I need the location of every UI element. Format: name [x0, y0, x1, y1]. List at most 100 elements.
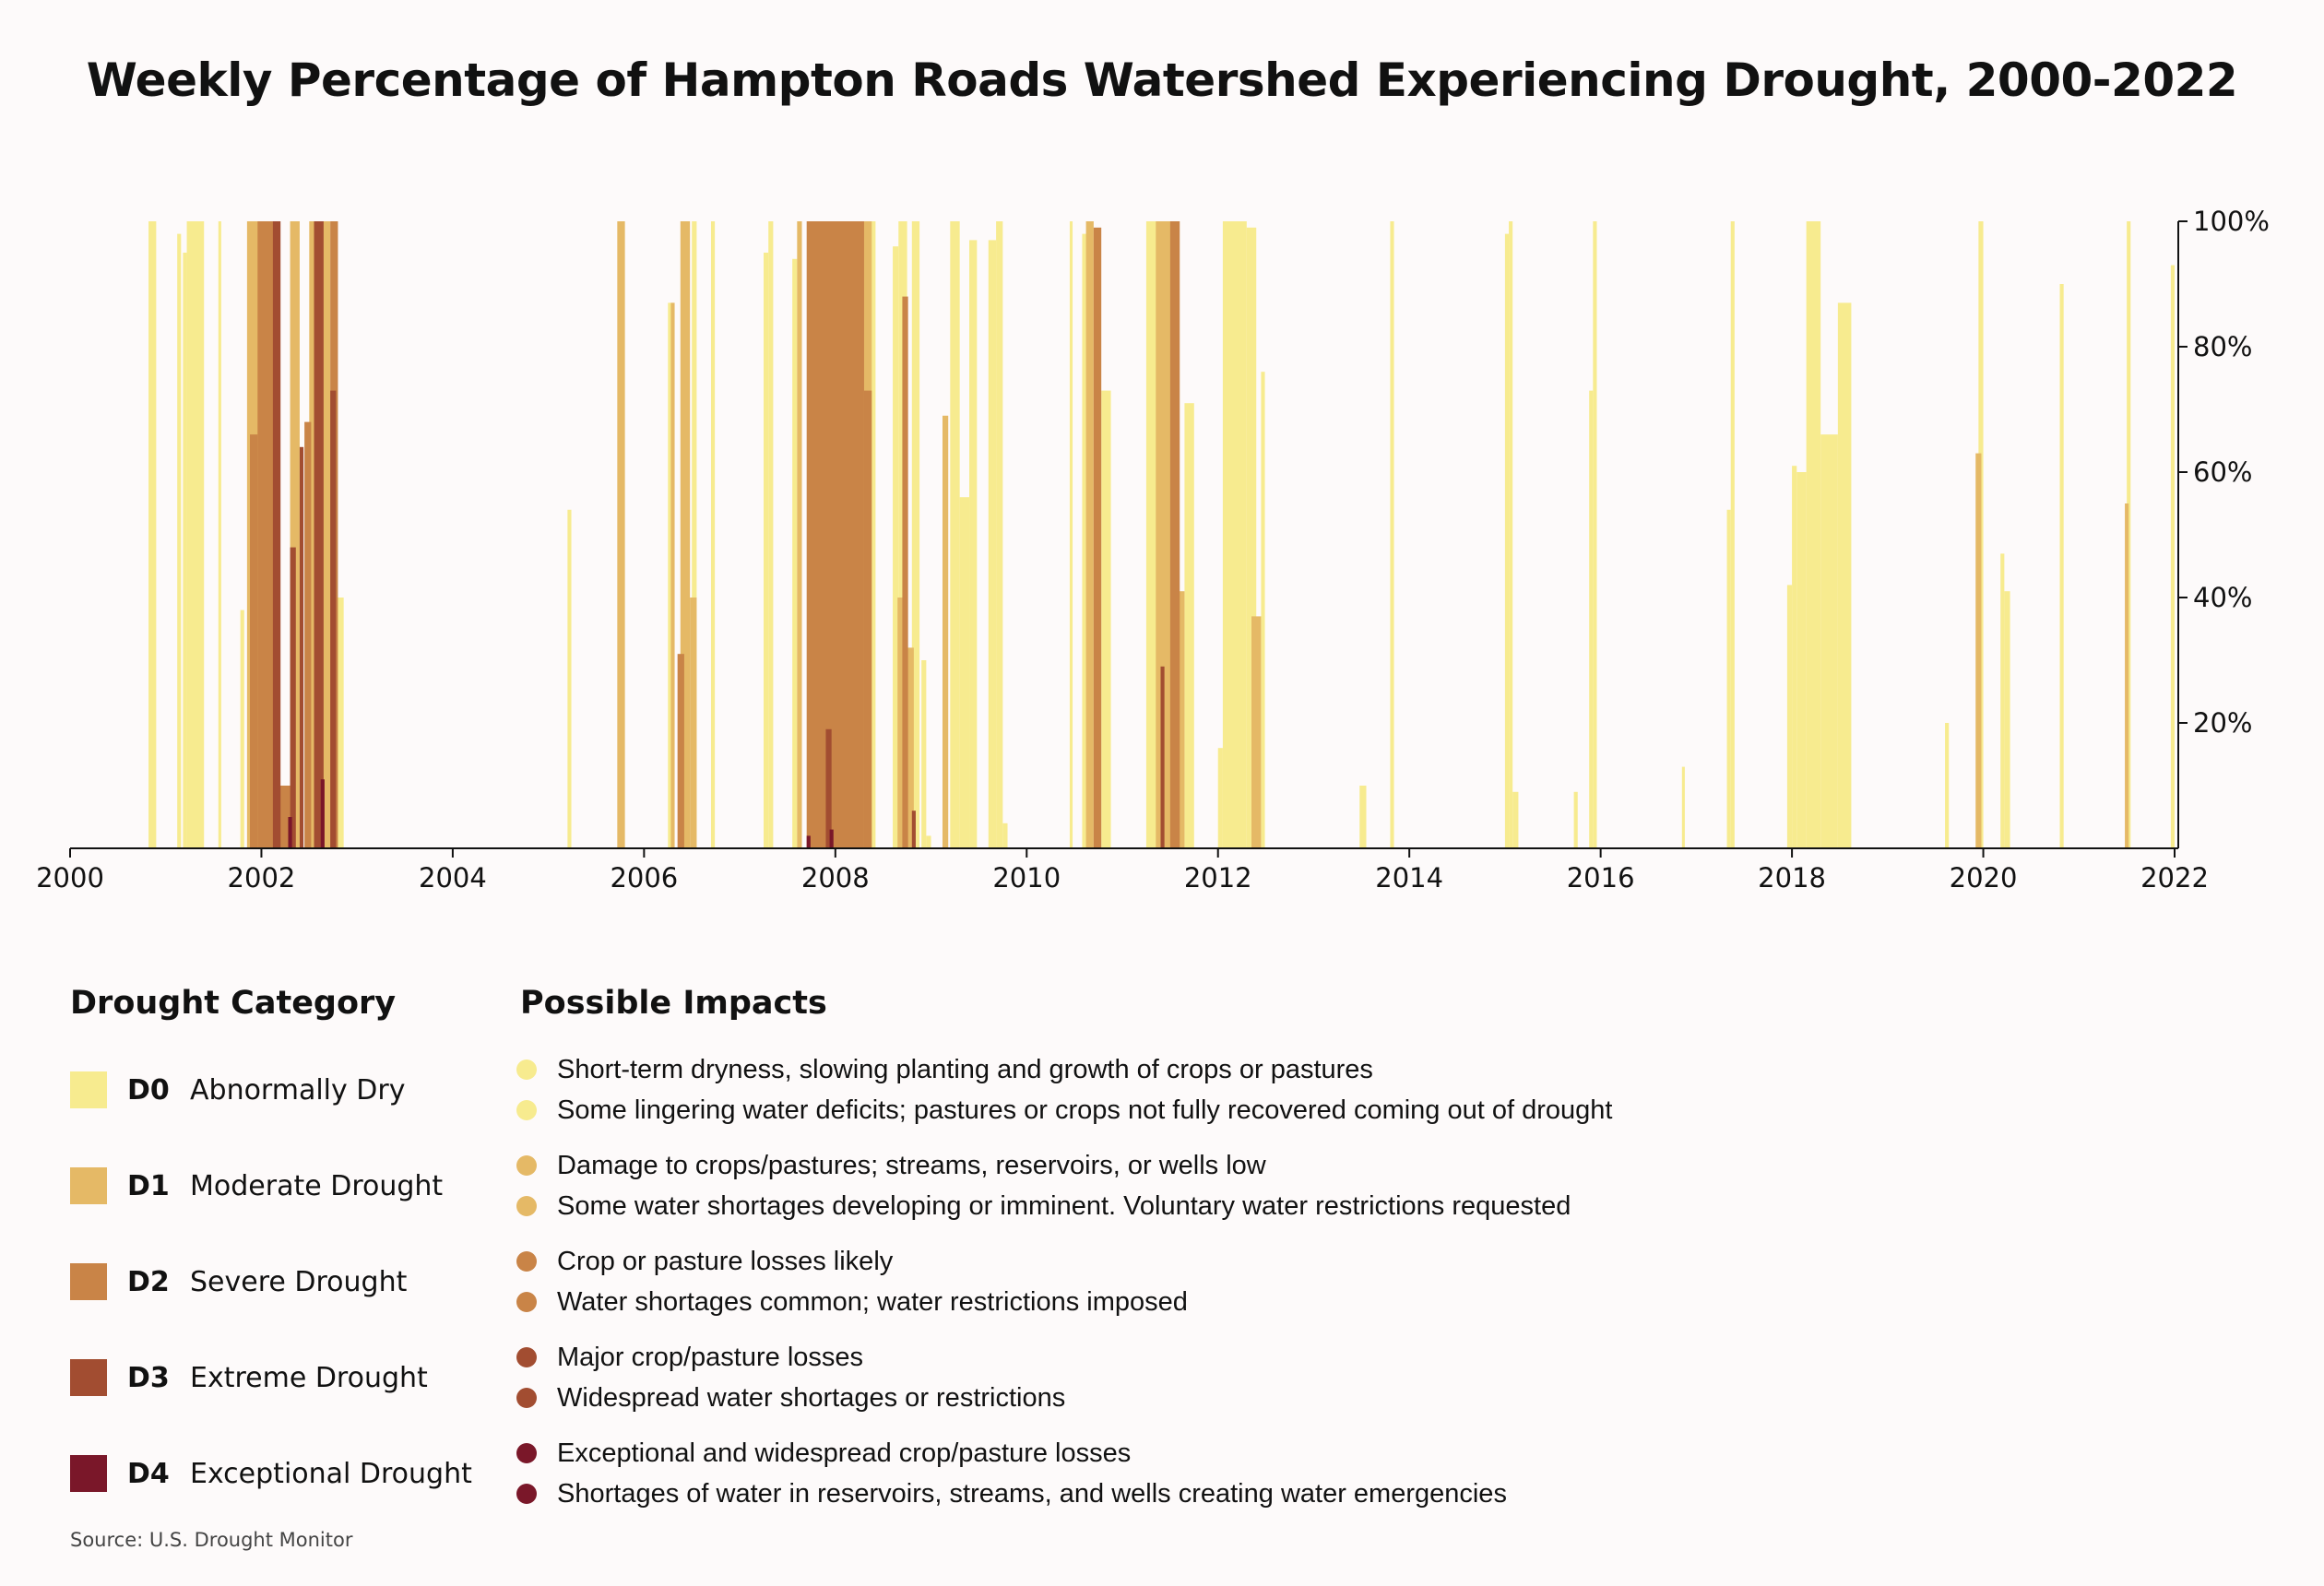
bar-d0-12 — [768, 221, 774, 848]
bar-d1-6 — [690, 598, 697, 848]
legend-item-d0: D0 Abnormally Dry — [70, 1071, 406, 1108]
bar-d0-22 — [969, 240, 978, 848]
bar-d0-24 — [996, 221, 1003, 848]
bar-d0-26 — [1069, 221, 1073, 848]
bar-d1-14 — [1156, 221, 1172, 848]
bar-d1-11 — [942, 415, 949, 848]
legend-code-d1: D1 — [127, 1169, 170, 1202]
bar-d0-32 — [1222, 221, 1247, 848]
x-tick-label-2010: 2010 — [992, 862, 1061, 894]
impact-item-d1-0: Damage to crops/pastures; streams, reser… — [516, 1149, 1266, 1182]
legend-code-d3: D3 — [127, 1361, 170, 1394]
impact-bullet-icon — [516, 1388, 537, 1408]
impact-bullet-icon — [516, 1443, 537, 1463]
legend-swatch-d1 — [70, 1167, 107, 1204]
bar-d2-6 — [806, 221, 864, 848]
impact-bullet-icon — [516, 1347, 537, 1367]
bar-d0-56 — [2059, 284, 2064, 848]
bar-d0-47 — [1792, 466, 1797, 848]
bar-d0-38 — [1509, 221, 1513, 848]
bar-d2-2 — [279, 786, 290, 848]
bar-d0-39 — [1512, 791, 1519, 848]
bar-d0-21 — [959, 497, 970, 848]
bar-d1-3 — [617, 221, 625, 848]
bar-d0-52 — [1945, 723, 1950, 848]
bar-d0-25 — [1002, 823, 1008, 848]
bar-d0-54 — [2000, 553, 2005, 848]
impact-text: Exceptional and widespread crop/pasture … — [557, 1438, 1132, 1468]
bar-d2-9 — [1093, 227, 1102, 849]
x-tick-label-2016: 2016 — [1567, 862, 1635, 894]
impact-text: Shortages of water in reservoirs, stream… — [557, 1478, 1507, 1509]
impact-item-d3-0: Major crop/pasture losses — [516, 1341, 863, 1374]
axes-layer: 2000 2002 2004 2006 2008 2010 2012 2014 2016 2018… — [36, 206, 2270, 894]
bar-d0-45 — [1730, 221, 1735, 848]
legend-code-d0: D0 — [127, 1073, 170, 1107]
bar-d0-10 — [710, 221, 716, 848]
bar-d0-40 — [1573, 791, 1578, 848]
bar-d0-28 — [1101, 390, 1111, 848]
bar-d1-18 — [2125, 503, 2129, 848]
bar-d0-23 — [988, 240, 997, 848]
bar-d0-3 — [186, 221, 205, 848]
impact-item-d2-0: Crop or pasture losses likely — [516, 1245, 893, 1278]
impact-bullet-icon — [516, 1196, 537, 1216]
impact-text: Water shortages common; water restrictio… — [557, 1286, 1188, 1317]
impact-text: Crop or pasture losses likely — [557, 1246, 894, 1276]
y-tick-label-100: 100% — [2193, 206, 2270, 237]
bar-d3-0 — [272, 221, 281, 848]
bar-d2-10 — [1169, 221, 1180, 848]
bar-d1-10 — [907, 647, 914, 848]
bar-d0-49 — [1806, 221, 1821, 848]
legend-name-d0: Abnormally Dry — [190, 1073, 406, 1107]
bar-d4-0 — [288, 817, 292, 848]
bar-d1-5 — [680, 221, 691, 848]
bar-d0-43 — [1681, 766, 1685, 848]
bar-d0-0 — [148, 221, 157, 848]
x-tick-label-2014: 2014 — [1375, 862, 1443, 894]
bar-d2-0 — [250, 434, 258, 848]
impact-bullet-icon — [516, 1484, 537, 1504]
bar-d0-6 — [336, 598, 344, 848]
bar-d3-7 — [1160, 666, 1165, 848]
drought-category-heading: Drought Category — [70, 985, 397, 1022]
bar-d3-3 — [314, 221, 324, 848]
x-tick-label-2004: 2004 — [419, 862, 487, 894]
impact-bullet-icon — [516, 1292, 537, 1312]
bar-d0-31 — [1217, 748, 1223, 848]
y-tick-label-60: 60% — [2193, 456, 2252, 488]
bar-d0-20 — [950, 221, 960, 848]
bar-d2-7 — [863, 390, 872, 848]
legend-swatch-d0 — [70, 1071, 107, 1108]
legend-name-d1: Moderate Drought — [190, 1169, 444, 1202]
bar-d4-1 — [320, 779, 325, 848]
bar-d0-27 — [1082, 233, 1089, 849]
impact-text: Widespread water shortages or restrictio… — [557, 1382, 1066, 1413]
bar-d0-5 — [240, 610, 244, 848]
impact-text: Some water shortages developing or immin… — [557, 1190, 1571, 1221]
y-tick-label-20: 20% — [2193, 707, 2252, 739]
legend-name-d3: Extreme Drought — [190, 1361, 428, 1394]
legend-code-d2: D2 — [127, 1265, 170, 1298]
bar-d1-12 — [1085, 221, 1094, 848]
bar-d0-8 — [668, 302, 673, 848]
bar-d0-35 — [1359, 786, 1367, 848]
bar-d0-13 — [792, 258, 798, 848]
bar-d0-9 — [692, 221, 697, 848]
impact-item-d3-1: Widespread water shortages or restrictio… — [516, 1381, 1065, 1414]
impact-bullet-icon — [516, 1155, 537, 1176]
legend-item-d4: D4 Exceptional Drought — [70, 1455, 472, 1492]
bar-d0-37 — [1504, 233, 1510, 849]
bar-d0-17 — [911, 221, 920, 848]
y-tick-label-40: 40% — [2193, 582, 2252, 613]
legend-item-d3: D3 Extreme Drought — [70, 1359, 428, 1396]
bar-d1-1 — [290, 221, 300, 848]
bar-d0-15 — [893, 246, 899, 848]
impact-item-d0-0: Short-term dryness, slowing planting and… — [516, 1053, 1373, 1086]
bar-d0-34 — [1261, 372, 1265, 848]
bar-d1-16 — [1251, 616, 1262, 848]
impact-bullet-icon — [516, 1059, 537, 1080]
bar-d1-7 — [797, 221, 802, 848]
impact-text: Major crop/pasture losses — [557, 1342, 864, 1372]
bars-layer — [148, 221, 2175, 849]
